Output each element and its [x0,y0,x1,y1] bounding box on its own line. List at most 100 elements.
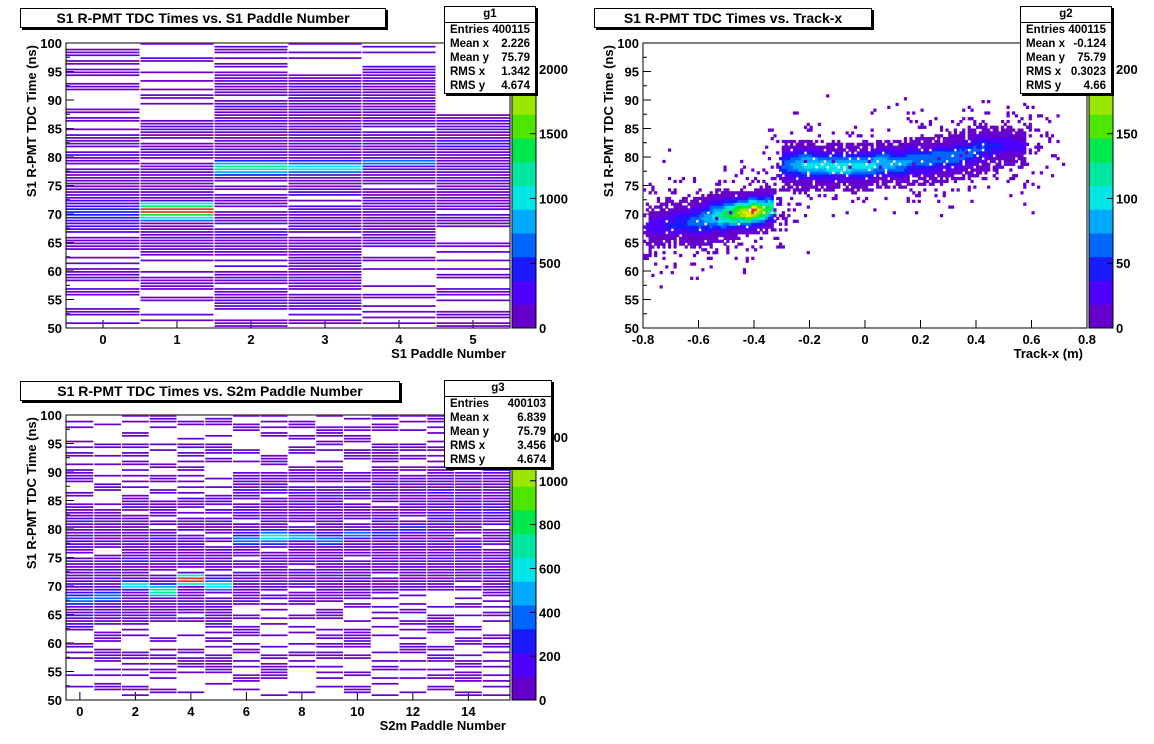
heatmap-cell [959,171,963,175]
heatmap-cell [122,509,149,511]
heatmap-cell [288,654,316,657]
heatmap-cell [767,188,772,192]
heatmap-cell [214,236,288,239]
heatmap-cell [140,102,214,105]
heatmap-cell [840,179,844,184]
heatmap-cell [837,185,841,189]
heatmap-cell [939,182,944,186]
heatmap-cell [926,162,930,166]
heatmap-cell [659,225,663,229]
heatmap-cell [177,546,205,548]
heatmap-cell [787,159,791,164]
heatmap-cell [1006,114,1010,118]
heatmap-cell [984,168,988,172]
heatmap-cell [260,665,288,668]
z-colorbar-segment [512,533,536,558]
heatmap-cell [973,148,977,152]
heatmap-cell [233,537,260,540]
heatmap-cell [742,191,747,195]
heatmap-cell [140,60,214,62]
heatmap-cell [645,208,649,212]
heatmap-cell [316,557,343,560]
heatmap-cell [729,219,733,223]
heatmap-cell [667,196,672,201]
heatmap-cell [66,145,140,148]
heatmap-cell [878,154,883,158]
heatmap-cell [976,142,980,146]
heatmap-cell [976,165,980,169]
heatmap-cell [806,142,810,146]
heatmap-cell [288,597,316,600]
heatmap-cell [723,211,727,215]
heatmap-cell [1012,162,1016,166]
heatmap-cell [704,236,708,241]
heatmap-cell [762,231,766,235]
heatmap-cell [806,148,810,152]
heatmap-cell [66,191,140,193]
heatmap-cell [673,214,677,218]
heatmap-cell [399,566,427,568]
heatmap-cells [66,415,510,697]
heatmap-cell [926,151,930,155]
heatmap-cell [765,194,769,198]
heatmap-cell [66,529,94,531]
heatmap-cell [66,208,140,211]
heatmap-cell [288,108,362,111]
heatmap-cell [692,228,697,232]
heatmap-cell [903,154,908,158]
heatmap-cell [881,179,885,184]
heatmap-cell [214,290,288,293]
heatmap-cell [670,202,674,206]
heatmap-cell [851,182,855,186]
heatmap-cell [914,139,919,144]
heatmap-cell [233,529,260,531]
heatmap-cell [436,139,510,142]
heatmap-cell [66,685,94,688]
heatmap-cell [792,162,797,166]
heatmap-cell [205,520,232,523]
z-tick-label: 0 [539,321,546,336]
heatmap-cell [1009,148,1013,152]
heatmap-cell [122,534,149,537]
heatmap-cell [851,145,855,149]
heatmap-cell [912,145,916,149]
heatmap-cell [823,194,827,198]
heatmap-cell [140,88,214,91]
heatmap-cell [362,322,436,325]
heatmap-cell [831,196,835,201]
heatmap-cell [731,236,735,241]
heatmap-cell [831,179,835,184]
heatmap-cell [288,423,316,426]
heatmap-cell [673,179,677,184]
heatmap-cell [895,139,899,144]
heatmap-cell [828,159,833,164]
heatmap-cell [706,219,710,223]
heatmap-cell [654,251,658,255]
heatmap-cell [66,322,140,325]
heatmap-cell [709,211,713,215]
heatmap-cell [362,71,436,74]
heatmap-cell [94,523,121,526]
heatmap-cell [436,259,510,262]
heatmap-cell [856,165,860,169]
heatmap-cell [233,628,260,631]
heatmap-cell [826,179,830,184]
heatmap-cell [149,449,177,451]
heatmap-cell [344,417,371,420]
heatmap-cell [792,154,797,158]
heatmap-cell [895,157,899,161]
heatmap-cell [959,145,963,149]
heatmap-cell [684,219,688,223]
heatmap-cell [837,162,841,166]
heatmap-cell [687,231,691,235]
stats-rms-y: 4.674 [517,454,546,466]
heatmap-cell [140,196,214,199]
heatmap-cell [809,159,813,164]
heatmap-cell [778,202,783,206]
heatmap-cell [928,137,932,141]
heatmap-cell [177,657,205,659]
heatmap-cell [177,691,205,694]
heatmap-cell [288,268,362,270]
heatmap-cell [659,271,663,275]
heatmap-cell [214,139,288,142]
